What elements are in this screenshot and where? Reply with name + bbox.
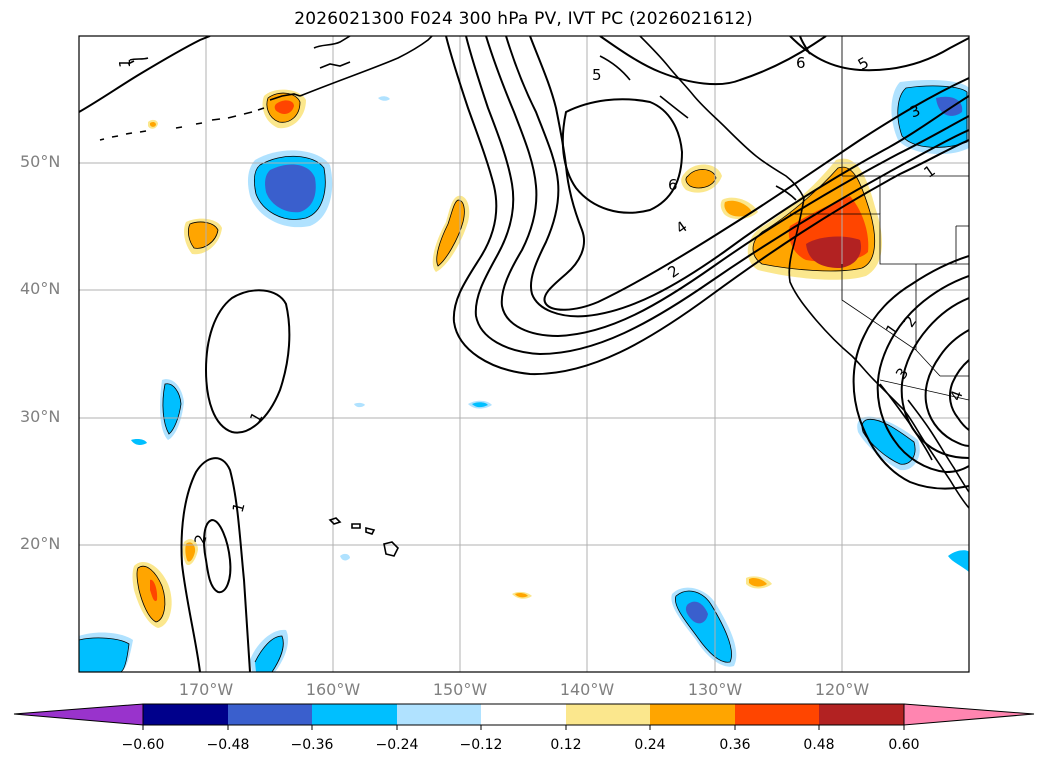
lon-label: 130°W: [687, 680, 743, 699]
lon-label: 170°W: [178, 680, 234, 699]
shade-negative: [131, 439, 147, 445]
lon-label: 140°W: [559, 680, 615, 699]
colorbar-tick-label: 0.12: [550, 737, 582, 753]
shade-positive: [685, 169, 716, 188]
shade-negative: [948, 550, 969, 572]
shade-negative: [862, 419, 916, 465]
colorbar-tick-label: −0.12: [459, 737, 503, 753]
colorbar-tick-label: 0.24: [634, 737, 666, 753]
lat-label: 30°N: [20, 407, 61, 426]
shade-negative: [79, 637, 129, 672]
contour-label: 1: [229, 501, 249, 515]
shade-negative: [472, 402, 488, 408]
lon-label: 160°W: [305, 680, 361, 699]
shade-positive: [188, 222, 218, 249]
colorbar: [13, 703, 1035, 730]
colorbar-tick-label: 0.48: [803, 737, 835, 753]
pv-contours: [79, 36, 969, 672]
shade-positive: [436, 200, 465, 266]
map-frame: [78, 35, 970, 673]
shade-negative: [255, 636, 284, 672]
shade-positive: [724, 200, 752, 217]
shade-negative: [685, 601, 708, 624]
state-borders: [790, 36, 969, 401]
shaded-outlines: [79, 85, 968, 672]
contour-label: 6: [668, 176, 678, 194]
lat-label: 20°N: [20, 534, 61, 553]
coastlines: [99, 36, 969, 557]
colorbar-tick-label: −0.60: [121, 737, 165, 753]
shade-positive: [185, 542, 196, 562]
colorbar-tick-label: 0.60: [888, 737, 920, 753]
contour-label: 5: [592, 66, 602, 84]
colorbar-tick-label: 0.36: [719, 737, 751, 753]
gridlines: [79, 36, 969, 672]
contour-label: 2: [191, 533, 211, 547]
lon-label: 150°W: [432, 680, 488, 699]
colorbar-tick-label: −0.48: [206, 737, 250, 753]
shade-positive: [274, 100, 294, 114]
shade-negative: [378, 96, 390, 101]
shade-positive: [806, 236, 862, 268]
shade-positive: [136, 566, 165, 622]
colorbar-tick-label: −0.36: [290, 737, 334, 753]
lat-label: 50°N: [20, 152, 61, 171]
shade-positive: [150, 121, 156, 127]
shade-positive: [749, 577, 767, 587]
lat-label: 40°N: [20, 279, 61, 298]
shade-negative: [340, 553, 350, 561]
shade-positive: [515, 592, 528, 598]
shade-negative: [265, 164, 316, 213]
colorbar-tick-label: −0.24: [375, 737, 419, 753]
lon-label: 120°W: [814, 680, 870, 699]
contour-label: 1: [116, 58, 134, 68]
shade-negative: [897, 85, 967, 148]
map-title: 2026021300 F024 300 hPa PV, IVT PC (2026…: [294, 9, 753, 29]
shade-negative: [354, 402, 365, 408]
shade-positive: [150, 579, 158, 602]
contour-label: 6: [796, 54, 806, 72]
shade-negative: [936, 96, 963, 116]
